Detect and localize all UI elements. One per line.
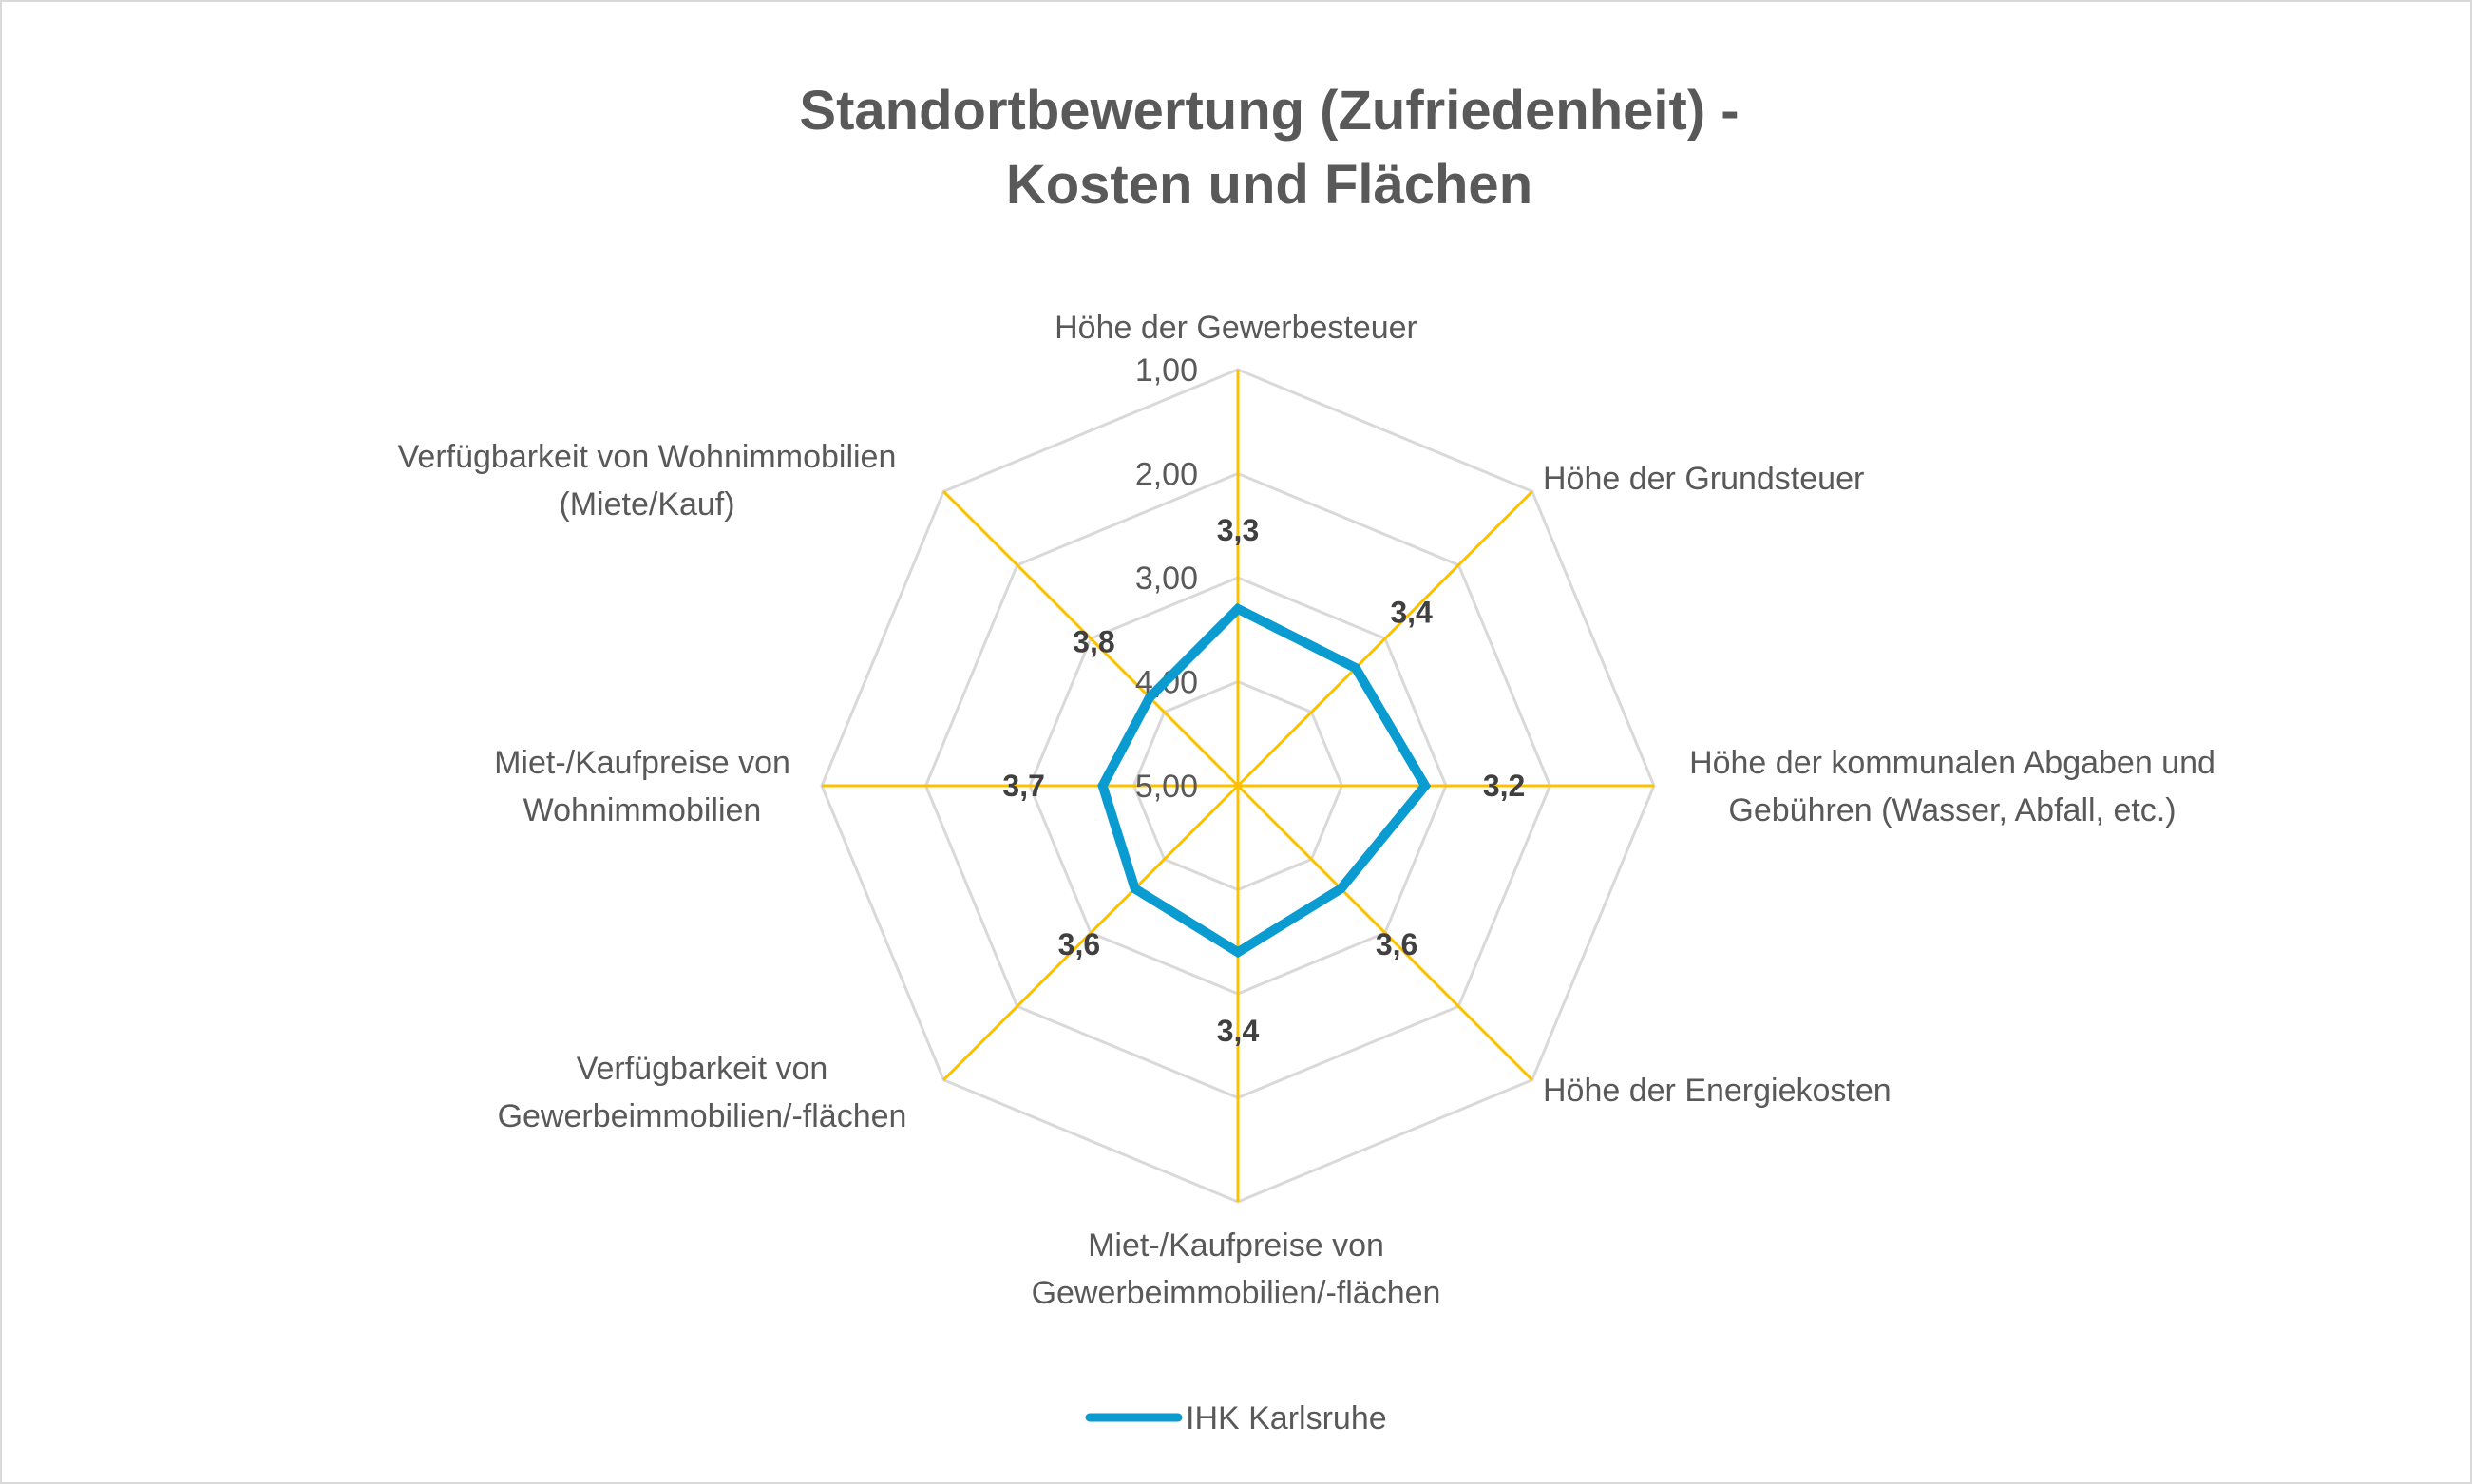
tick-labels: 1,002,003,004,005,00 — [1135, 352, 1198, 805]
data-label: 3,8 — [1073, 624, 1114, 658]
spokes — [822, 370, 1654, 1202]
category-label: Höhe der Gewerbesteuer — [1055, 310, 1417, 346]
series — [1097, 602, 1432, 959]
tick-label: 1,00 — [1135, 352, 1198, 389]
axis-spoke — [942, 784, 1240, 1081]
legend-label: IHK Karlsruhe — [1186, 1400, 1387, 1436]
legend: IHK Karlsruhe — [1085, 1400, 1387, 1436]
axis-spoke — [1236, 784, 1533, 1081]
data-label: 3,3 — [1217, 513, 1259, 547]
category-label: Miet-/Kaufpreise von — [494, 745, 790, 781]
data-labels: 3,3 3,4 3,2 3,6 3,4 3,6 3,7 3,8 — [1002, 513, 1525, 1048]
chart-title-line-1: Standortbewertung (Zufriedenheit) - — [799, 80, 1739, 142]
category-label: Höhe der kommunalen Abgaben und — [1689, 745, 2215, 781]
category-label: Gewerbeimmobilien/-flächen — [1032, 1275, 1441, 1311]
category-label: Wohnimmobilien — [523, 792, 762, 828]
category-label: Gebühren (Wasser, Abfall, etc.) — [1728, 792, 2176, 828]
data-label: 3,4 — [1390, 595, 1433, 629]
category-label: Höhe der Energiekosten — [1543, 1073, 1892, 1109]
category-label: Verfügbarkeit von — [577, 1051, 828, 1087]
category-label: Höhe der Grundsteuer — [1543, 461, 1864, 497]
series-line — [1097, 602, 1432, 959]
category-label: Verfügbarkeit von Wohnimmobilien — [398, 439, 897, 475]
axis-labels: Höhe der Gewerbesteuer Höhe der Grundsteu… — [398, 310, 2215, 1311]
data-label: 3,4 — [1217, 1014, 1260, 1048]
data-label: 3,7 — [1002, 769, 1044, 803]
data-label: 3,6 — [1376, 927, 1417, 961]
category-label: Gewerbeimmobilien/-flächen — [498, 1098, 907, 1134]
axis-spoke — [942, 490, 1240, 788]
tick-label: 5,00 — [1135, 769, 1198, 805]
tick-label: 2,00 — [1135, 457, 1198, 493]
data-label: 3,6 — [1058, 927, 1100, 961]
tick-label: 3,00 — [1135, 561, 1198, 597]
category-label: Miet-/Kaufpreise von — [1088, 1227, 1384, 1264]
category-label: (Miete/Kauf) — [559, 486, 734, 523]
axis-spoke — [1236, 490, 1533, 788]
chart-title-line-2: Kosten und Flächen — [1006, 154, 1532, 216]
data-label: 3,2 — [1483, 769, 1525, 803]
